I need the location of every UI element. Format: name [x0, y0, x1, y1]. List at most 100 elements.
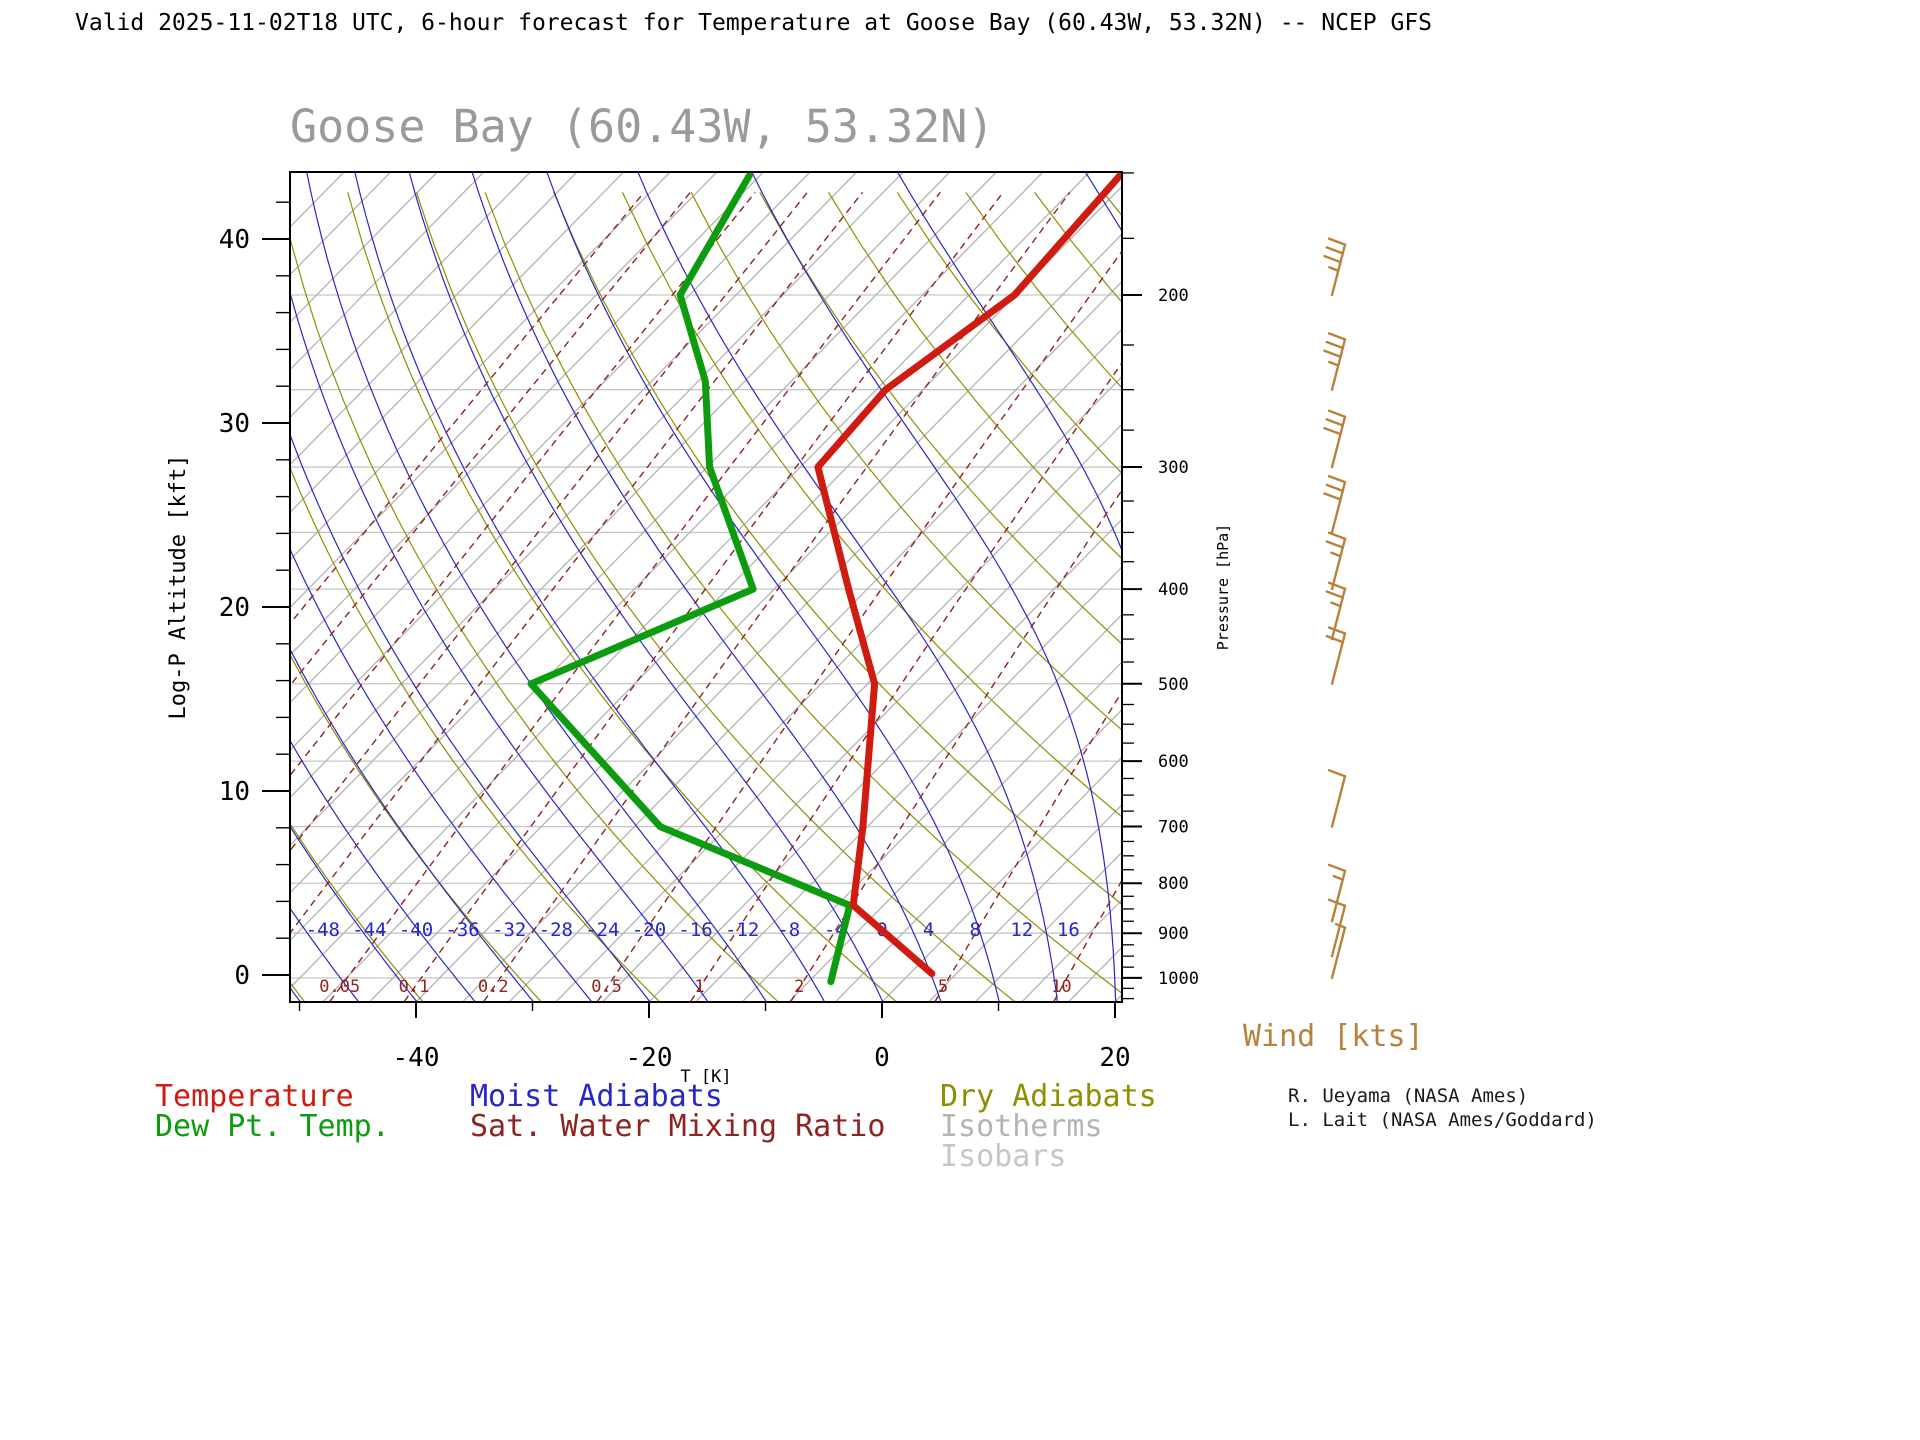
mixing-ratio-line	[934, 690, 1122, 1002]
isotherm-line	[290, 172, 811, 704]
mixing-ratio-line	[690, 361, 1122, 1002]
moist-adiabat-line	[896, 172, 1122, 553]
dry-adiabat-line	[1515, 192, 1920, 1001]
isotherm-value-label: -44	[352, 919, 386, 941]
dry-adiabat-line	[1378, 192, 1920, 1001]
bottom-axis-tick-label: -40	[393, 1043, 440, 1073]
dry-adiabat-line	[1584, 192, 1920, 1001]
x-axis-title: T [K]	[680, 1067, 731, 1087]
legend-isobars: Isobars	[940, 1139, 1066, 1174]
moist-adiabat-line	[546, 172, 1000, 1002]
mixing-ratio-value-label: 10	[1051, 977, 1071, 997]
wind-barb	[1323, 409, 1347, 469]
moist-adiabat-line	[0, 167, 242, 1001]
in-plot-value-labels: -48 -44 -40 -36 -32 -28 -24 -20 -16 -12 -8 -4 0 4 8 12 1…	[306, 919, 1080, 997]
mixing-ratio-line	[290, 191, 691, 687]
moist-adiabat-line	[290, 547, 592, 1002]
moist-adiabat-line	[290, 986, 301, 1002]
isotherm-line	[290, 172, 718, 609]
bottom-axis-tick-label: 0	[874, 1043, 890, 1073]
wind-barb	[1323, 237, 1347, 297]
mixing-ratio-line	[483, 191, 1071, 1002]
wind-barb-full-tick	[1327, 409, 1347, 418]
wind-barb-half-tick	[1330, 551, 1342, 558]
mixing-ratio-value-label: 2	[794, 977, 804, 997]
wind-barb-staff	[1330, 775, 1347, 828]
right-axis-tick-label: 500	[1158, 675, 1189, 695]
plot-border	[289, 171, 1123, 1003]
isotherm-line	[290, 172, 1091, 989]
mixing-ratio-line	[1181, 192, 1640, 1001]
isotherm-line	[601, 470, 1122, 1002]
wind-barb-full-tick	[1325, 634, 1344, 644]
wind-barb-half-tick	[1328, 266, 1340, 272]
dry-adiabat-line	[1172, 192, 1920, 1001]
dry-adiabat-line	[290, 653, 542, 1002]
isotherm-line	[290, 172, 951, 847]
moist-adiabat-line	[637, 172, 1058, 1002]
wind-barb-full-tick	[1327, 531, 1347, 540]
dry-adiabat-line	[1309, 192, 1920, 1001]
isotherm-line	[290, 172, 997, 894]
isotherm-line	[290, 172, 858, 752]
wind-barb	[1325, 531, 1347, 591]
wind-barb-full-tick	[1327, 863, 1347, 873]
credit-line-1: R. Ueyama (NASA Ames)	[1288, 1085, 1528, 1107]
isotherm-line	[290, 172, 671, 561]
wind-barb-half-tick	[1330, 601, 1342, 608]
isotherm-line	[974, 851, 1122, 1002]
isotherm-line	[555, 423, 1122, 1002]
moist-adiabat-line	[290, 907, 359, 1002]
legend-dew-pt-temp: Dew Pt. Temp.	[155, 1109, 390, 1144]
legend-moist-adiabats: Moist Adiabats	[470, 1079, 723, 1114]
isotherm-value-label: -36	[445, 919, 479, 941]
moist-adiabat-line	[408, 172, 884, 1002]
dry-adiabat-line	[290, 981, 305, 1002]
dry-adiabat-line	[827, 191, 1122, 560]
moist-adiabat-line	[306, 172, 767, 1002]
legend-dry-adiabats: Dry Adiabats	[940, 1079, 1157, 1114]
legend-isotherms: Isotherms	[940, 1109, 1103, 1144]
sounding-profiles	[527, 172, 1122, 986]
wind-barb-full-tick	[1325, 340, 1344, 350]
dry-adiabat-line	[965, 191, 1122, 389]
isotherm-line	[1208, 172, 1920, 1002]
wind-barb-full-tick	[1325, 590, 1344, 599]
wind-barb-full-tick	[1323, 349, 1342, 358]
isotherm-value-label: -16	[678, 919, 712, 941]
legend-temperature: Temperature	[155, 1079, 354, 1114]
right-axis-tick-label: 700	[1158, 818, 1189, 838]
isotherm-value-label: 16	[1057, 919, 1080, 941]
mixing-ratio-line	[403, 191, 1004, 1002]
dry-adiabat-line	[1447, 192, 1920, 1001]
isotherm-line	[290, 172, 764, 656]
right-axis-tick-label: 400	[1158, 580, 1189, 600]
wind-barb-full-tick	[1325, 540, 1344, 549]
dry-adiabat-line	[896, 191, 1122, 475]
wind-barb-full-tick	[1327, 474, 1347, 484]
isotherm-line	[1067, 946, 1122, 1002]
axes-ticks-and-labels: 0102030402003004005006007008009001000-40…	[219, 172, 1199, 1073]
page-title: Goose Bay (60.43W, 53.32N)	[290, 100, 994, 153]
isotherm-line	[928, 803, 1122, 1002]
isotherm-value-label: -8	[777, 919, 800, 941]
wind-barb-full-tick	[1325, 246, 1344, 255]
isotherm-value-label: -48	[306, 919, 340, 941]
wind-barb-full-tick	[1327, 898, 1347, 907]
mixing-ratio-line	[290, 191, 645, 625]
isotherm-line	[648, 518, 1122, 1002]
left-axis-tick-label: 0	[234, 961, 250, 991]
right-axis-tick-label: 900	[1158, 924, 1189, 944]
moist-adiabat-line	[1349, 167, 1498, 1001]
isotherm-value-label: 12	[1010, 919, 1033, 941]
isotherm-line	[290, 172, 485, 371]
dry-adiabat-line	[1653, 192, 1920, 1001]
mixing-ratio-value-label: 0.2	[478, 977, 509, 997]
wind-barb-full-tick	[1327, 581, 1347, 590]
isotherm-line	[1114, 993, 1122, 1002]
isotherm-value-label: -12	[725, 919, 759, 941]
dry-adiabat-line	[290, 466, 660, 1002]
isotherm-line	[322, 185, 1122, 1002]
